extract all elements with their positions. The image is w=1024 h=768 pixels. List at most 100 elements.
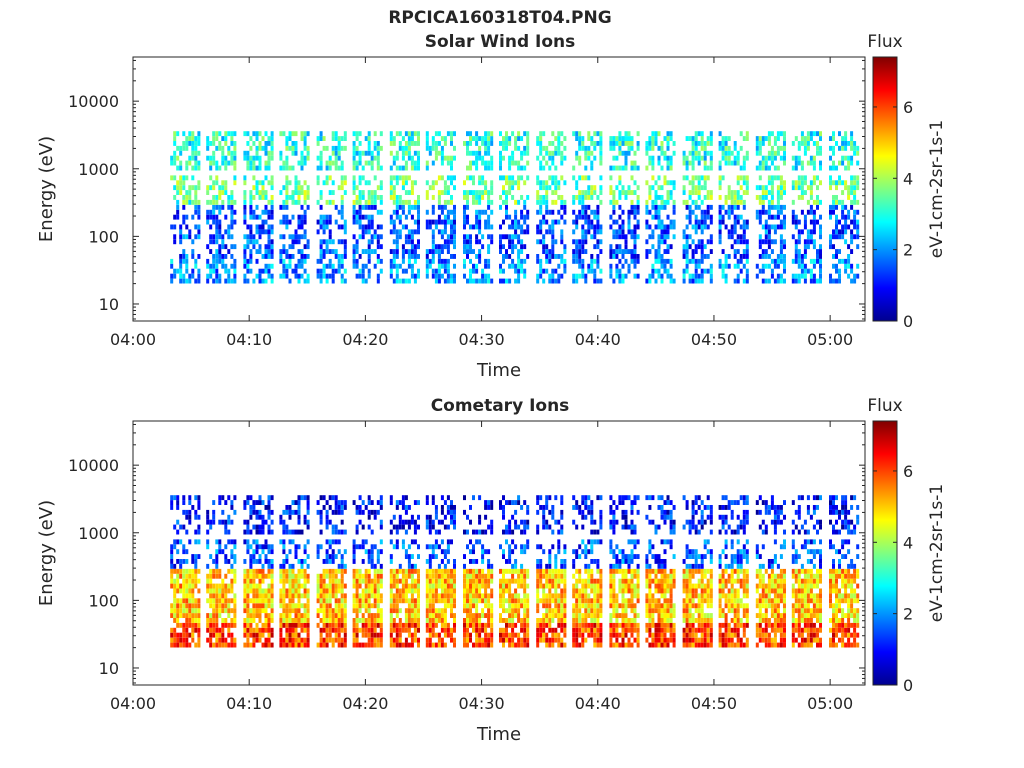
flux-cell	[224, 136, 228, 141]
flux-cell	[572, 131, 576, 137]
flux-cell	[325, 568, 329, 574]
flux-cell	[417, 500, 420, 505]
flux-cell	[294, 627, 298, 633]
flux-cell	[401, 254, 405, 259]
flux-cell	[453, 219, 456, 225]
flux-cell	[176, 568, 180, 574]
flux-cell	[179, 588, 183, 594]
flux-cell	[401, 150, 405, 156]
flux-cell	[475, 155, 479, 161]
flux-cell	[505, 249, 508, 254]
flux-cell	[557, 180, 561, 186]
flux-cell	[730, 229, 734, 235]
flux-cell	[343, 268, 347, 274]
flux-cell	[517, 254, 521, 259]
flux-cell	[733, 141, 737, 146]
flux-cell	[575, 180, 579, 186]
flux-cell	[469, 598, 472, 604]
flux-cell	[300, 613, 304, 618]
flux-cell	[322, 214, 326, 220]
flux-cell	[264, 618, 268, 623]
flux-cell	[428, 258, 432, 264]
flux-cell	[270, 229, 274, 235]
flux-cell	[502, 234, 505, 240]
flux-cell	[618, 141, 622, 146]
flux-cell	[853, 214, 857, 220]
flux-cell	[829, 175, 832, 181]
flux-cell	[478, 224, 482, 230]
flux-cell	[783, 263, 786, 269]
flux-cell	[437, 598, 441, 604]
flux-cell	[379, 613, 383, 618]
flux-cell	[841, 180, 845, 186]
flux-cell	[306, 500, 310, 505]
flux-cell	[303, 145, 307, 151]
flux-cell	[425, 141, 429, 146]
flux-cell	[739, 234, 743, 240]
flux-cell	[398, 278, 402, 284]
flux-cell	[487, 204, 491, 210]
flux-cell	[337, 150, 341, 156]
flux-cell	[361, 539, 365, 545]
flux-cell	[572, 254, 576, 259]
flux-cell	[721, 219, 725, 225]
flux-cell	[233, 150, 237, 156]
flux-cell	[469, 136, 472, 141]
flux-cell	[221, 204, 225, 210]
flux-cell	[303, 268, 307, 274]
flux-cell	[401, 500, 405, 505]
flux-cell	[484, 273, 488, 279]
flux-cell	[672, 204, 676, 210]
flux-cell	[666, 145, 670, 151]
flux-cell	[703, 175, 707, 181]
flux-cell	[536, 258, 540, 264]
flux-cell	[288, 642, 292, 648]
flux-cell	[587, 131, 591, 137]
flux-cell	[816, 131, 819, 137]
flux-cell	[832, 244, 835, 250]
flux-cell	[370, 549, 374, 555]
flux-cell	[173, 632, 177, 638]
flux-cell	[224, 131, 228, 137]
flux-cell	[243, 642, 247, 648]
flux-cell	[624, 165, 628, 171]
flux-cell	[609, 199, 613, 205]
flux-cell	[478, 613, 482, 618]
flux-cell	[770, 258, 774, 264]
flux-cell	[545, 180, 549, 186]
flux-cell	[288, 637, 292, 643]
flux-cell	[575, 249, 579, 254]
flux-cell	[612, 190, 616, 195]
flux-cell	[194, 554, 198, 559]
flux-cell	[794, 160, 798, 166]
flux-cell	[682, 190, 686, 195]
flux-cell	[182, 273, 186, 279]
flux-cell	[469, 573, 472, 579]
flux-cell	[227, 588, 231, 594]
flux-cell	[340, 209, 344, 215]
flux-cell	[630, 190, 634, 195]
flux-cell	[847, 224, 851, 230]
flux-cell	[581, 209, 585, 215]
flux-cell	[694, 268, 698, 274]
flux-cell	[453, 145, 456, 151]
flux-cell	[806, 239, 810, 245]
flux-cell	[373, 593, 377, 599]
flux-cell	[469, 549, 472, 555]
flux-cell	[633, 229, 637, 235]
flux-cell	[648, 141, 652, 146]
flux-cell	[285, 204, 289, 210]
flux-cell	[469, 150, 472, 156]
flux-cell	[410, 214, 414, 220]
flux-cell	[376, 554, 380, 559]
flux-cell	[227, 642, 231, 648]
flux-cell	[361, 618, 365, 623]
flux-cell	[434, 219, 438, 225]
flux-cell	[809, 234, 813, 240]
flux-cell	[221, 190, 225, 195]
flux-cell	[294, 637, 298, 643]
flux-cell	[636, 254, 640, 259]
flux-cell	[319, 249, 323, 254]
flux-cell	[361, 150, 365, 156]
flux-cell	[669, 258, 673, 264]
